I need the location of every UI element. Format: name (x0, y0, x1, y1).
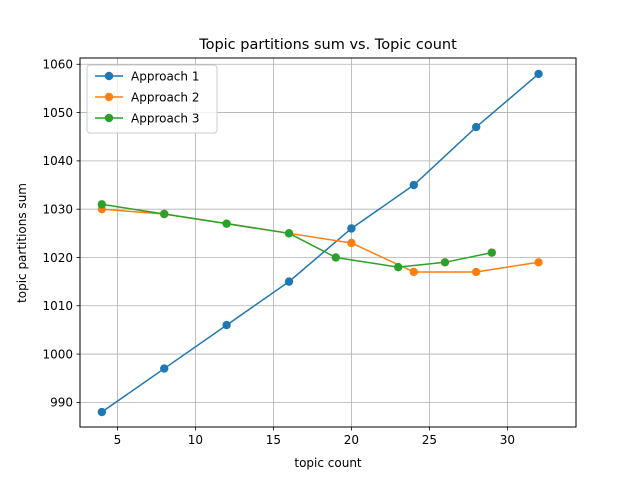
data-point (97, 407, 107, 417)
series-line (101, 203, 492, 268)
y-axis-label: topic partitions sum (15, 183, 29, 303)
y-tick-label: 1050 (42, 106, 73, 120)
data-point (409, 180, 418, 190)
y-tick-label: 1000 (42, 347, 73, 361)
data-point (347, 238, 356, 248)
data-point (471, 122, 481, 132)
y-tick-label: 1020 (42, 251, 73, 265)
data-point (534, 258, 543, 267)
legend-marker (104, 113, 114, 123)
series-layer (97, 69, 543, 417)
legend-marker (104, 92, 114, 102)
data-point (284, 229, 294, 238)
legend-item: Approach 3 (95, 111, 199, 125)
y-axis: 990 1000 1010 1020 1030 1040 1050 1060 (42, 58, 80, 410)
data-point (409, 267, 418, 277)
data-point (160, 364, 169, 373)
x-tick-label: 15 (266, 433, 281, 447)
legend-item: Approach 1 (95, 69, 199, 83)
x-tick-label: 30 (500, 433, 515, 447)
series-3 (97, 200, 496, 272)
data-point (534, 69, 543, 79)
legend-label: Approach 1 (131, 69, 199, 83)
chart-title: Topic partitions sum vs. Topic count (198, 37, 457, 53)
x-tick-label: 25 (422, 433, 437, 447)
plot-frame (79, 57, 577, 428)
legend-marker (104, 71, 114, 81)
y-tick-label: 1040 (42, 154, 73, 168)
series-line (101, 73, 540, 413)
data-point (471, 267, 481, 277)
legend: Approach 1 Approach 2 Approach 3 (86, 64, 218, 134)
data-point (331, 253, 340, 262)
y-tick-label: 1060 (42, 58, 73, 72)
x-tick-label: 5 (114, 433, 122, 447)
legend-item: Approach 2 (95, 90, 199, 104)
data-point (160, 209, 169, 219)
x-tick-label: 10 (188, 433, 203, 447)
data-point (222, 219, 231, 228)
x-tick-label: 20 (344, 433, 359, 447)
y-tick-label: 990 (50, 396, 73, 410)
data-point (97, 200, 107, 209)
legend-box (86, 64, 218, 134)
y-tick-label: 1010 (42, 299, 73, 313)
data-point (440, 258, 450, 267)
data-point (222, 320, 231, 330)
legend-label: Approach 2 (131, 90, 199, 104)
legend-label: Approach 3 (131, 111, 199, 125)
x-axis-label: topic count (294, 456, 362, 470)
data-point (284, 277, 294, 286)
x-axis: 5 10 15 20 25 30 (114, 427, 515, 447)
grid (80, 58, 576, 427)
series-1 (97, 69, 543, 417)
data-point (393, 262, 403, 272)
y-tick-label: 1030 (42, 202, 73, 216)
data-point (487, 248, 496, 257)
data-point (347, 224, 356, 233)
